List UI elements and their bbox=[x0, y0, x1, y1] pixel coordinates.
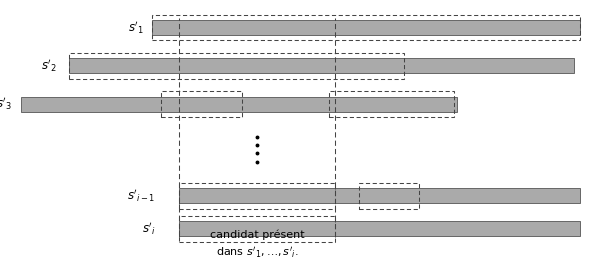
Bar bbox=[69, 58, 574, 73]
Bar bbox=[179, 189, 580, 203]
Bar bbox=[329, 91, 454, 117]
Text: $s'_1$: $s'_1$ bbox=[127, 19, 144, 36]
Bar bbox=[359, 183, 419, 209]
Bar bbox=[179, 183, 335, 209]
Bar bbox=[161, 91, 242, 117]
Bar bbox=[179, 221, 580, 236]
Text: $s'_{i-1}$: $s'_{i-1}$ bbox=[127, 188, 155, 204]
Text: $s'_2$: $s'_2$ bbox=[41, 58, 57, 74]
Bar bbox=[152, 20, 580, 35]
Text: $s'_3$: $s'_3$ bbox=[0, 96, 12, 112]
Bar bbox=[179, 216, 335, 242]
Bar bbox=[21, 96, 457, 112]
Bar bbox=[69, 53, 404, 79]
Text: $s'_i$: $s'_i$ bbox=[142, 221, 155, 237]
Text: candidat présent
dans $s'_1, \ldots, s'_i$.: candidat présent dans $s'_1, \ldots, s'_… bbox=[210, 230, 304, 260]
Bar bbox=[152, 15, 580, 40]
